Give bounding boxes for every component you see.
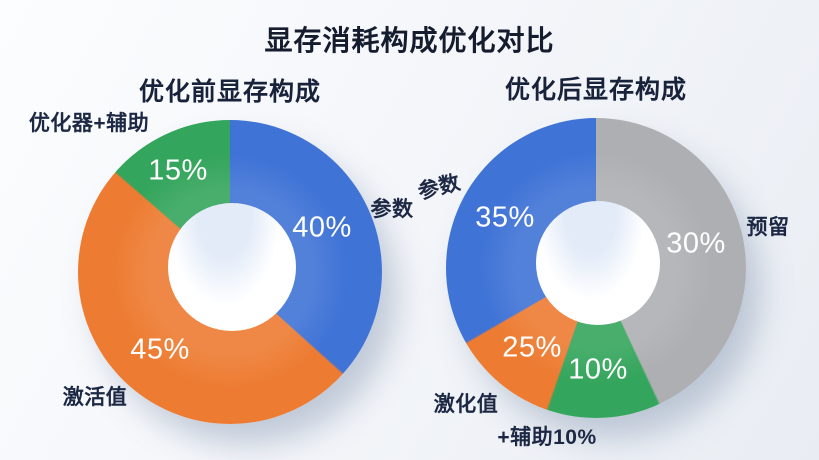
slice-value-label-0: 40% [292, 211, 352, 244]
slice-category-label-2: 激化值 [433, 393, 499, 416]
slice-category-label-3: 参数 [415, 171, 464, 204]
donut-chart-before: 优化前显存构成 40% 参数 45% 激活值 15% 优化器+辅助 [29, 78, 413, 424]
donut-hole-after [536, 201, 661, 326]
donut-chart-after: 优化后显存构成 30% 预留 10% +辅助10% 25% 激化值 35% 参数 [416, 76, 789, 449]
slice-category-label-1: 激活值 [62, 386, 128, 409]
slice-value-label-1: 10% [568, 353, 628, 386]
donut-ring-after [446, 118, 746, 418]
slice-value-label-3: 35% [475, 201, 535, 234]
slice-category-label-0: 参数 [370, 198, 414, 221]
page-title: 显存消耗构成优化对比 [264, 25, 555, 56]
slice-value-label-1: 45% [130, 333, 190, 366]
donut-ring-before [78, 120, 382, 424]
chart-subtitle-after: 优化后显存构成 [504, 76, 688, 104]
slice-category-label-1: +辅助10% [497, 426, 597, 449]
slice-value-label-2: 15% [148, 154, 208, 187]
chart-subtitle-before: 优化前显存构成 [138, 78, 322, 106]
slice-category-label-0: 预留 [746, 216, 790, 239]
donut-hole-before [168, 203, 297, 332]
slice-category-label-2: 优化器+辅助 [28, 112, 150, 135]
slice-value-label-2: 25% [502, 331, 562, 364]
slice-value-label-0: 30% [666, 227, 726, 260]
